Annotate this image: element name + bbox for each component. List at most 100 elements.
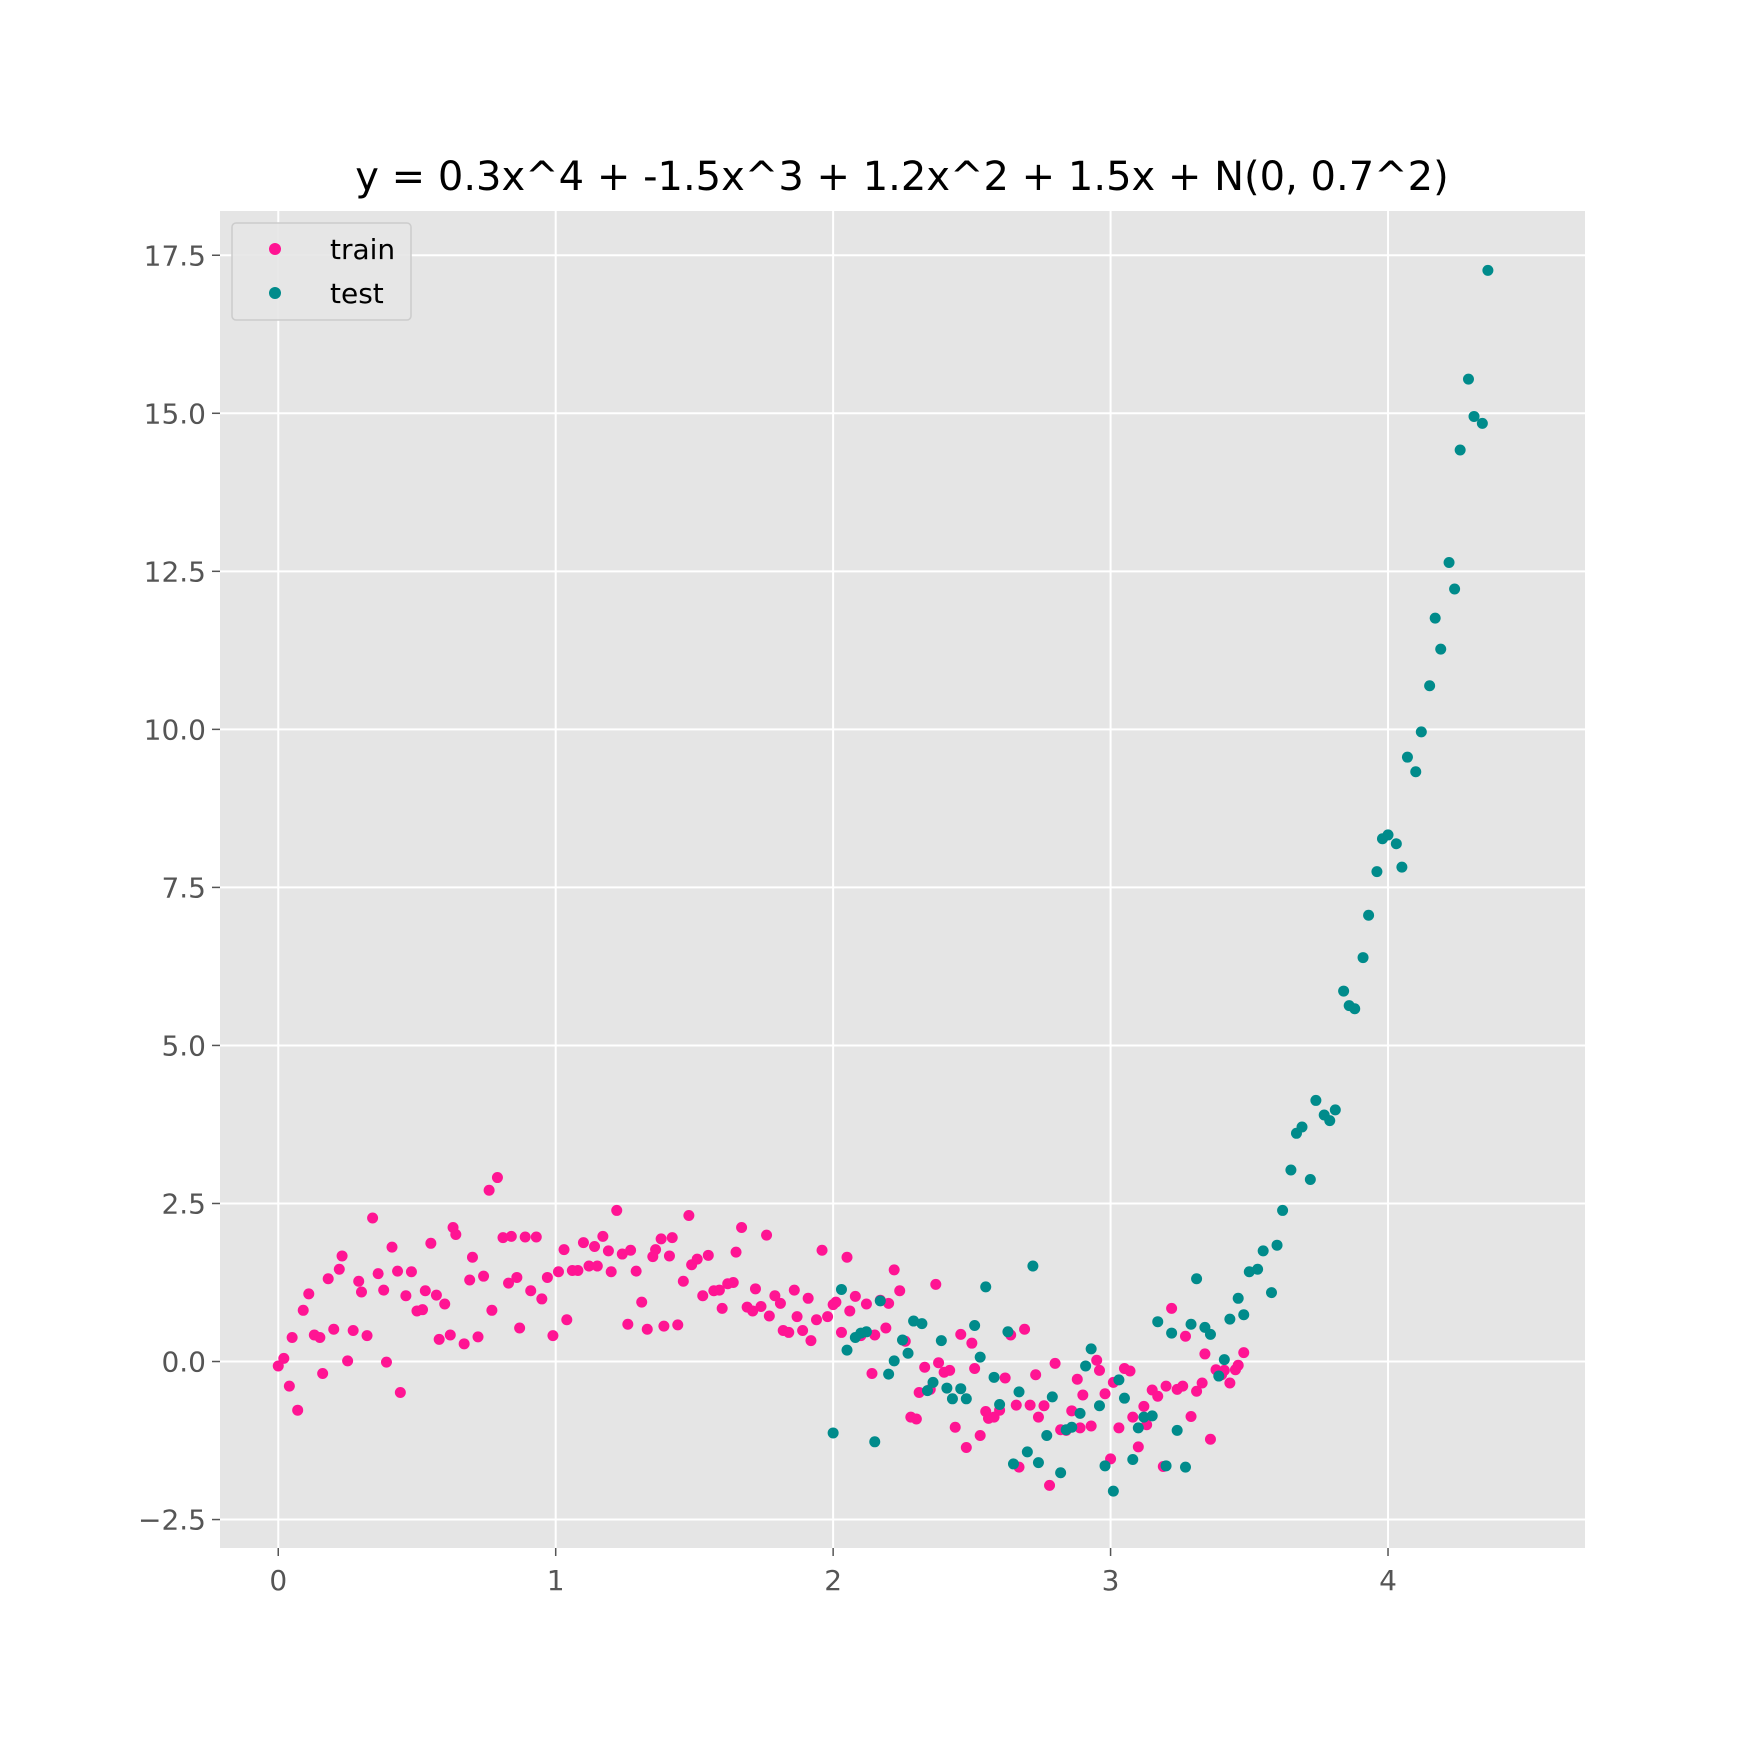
y-tick-label: 7.5 bbox=[161, 871, 206, 904]
legend-label-test: test bbox=[330, 277, 384, 310]
test-point bbox=[1041, 1429, 1053, 1441]
train-point bbox=[663, 1250, 675, 1262]
test-point bbox=[1107, 1485, 1119, 1497]
x-tick-label: 1 bbox=[547, 1564, 565, 1597]
train-point bbox=[558, 1244, 570, 1256]
train-point bbox=[1113, 1422, 1125, 1434]
train-point bbox=[530, 1231, 542, 1243]
y-tick-label: 12.5 bbox=[144, 555, 206, 588]
train-point bbox=[347, 1325, 359, 1337]
train-point bbox=[1204, 1433, 1216, 1445]
test-point bbox=[1013, 1386, 1025, 1398]
test-point bbox=[927, 1376, 939, 1388]
train-point bbox=[730, 1246, 742, 1258]
train-point bbox=[536, 1293, 548, 1305]
train-point bbox=[400, 1290, 412, 1302]
test-point bbox=[1099, 1460, 1111, 1472]
test-point bbox=[969, 1319, 981, 1331]
test-point bbox=[960, 1393, 972, 1405]
train-point bbox=[869, 1329, 881, 1341]
train-point bbox=[1066, 1405, 1078, 1417]
train-point bbox=[478, 1270, 490, 1282]
legend-marker-train bbox=[269, 243, 281, 255]
test-point bbox=[841, 1344, 853, 1356]
test-point bbox=[1032, 1457, 1044, 1469]
test-point bbox=[1113, 1374, 1125, 1386]
train-point bbox=[1044, 1479, 1056, 1491]
train-point bbox=[844, 1305, 856, 1317]
test-point bbox=[908, 1315, 920, 1327]
test-point bbox=[1371, 866, 1383, 878]
train-point bbox=[386, 1241, 398, 1253]
train-point bbox=[1085, 1420, 1097, 1432]
train-point bbox=[425, 1237, 437, 1249]
train-point bbox=[616, 1248, 628, 1260]
test-point bbox=[835, 1283, 847, 1295]
train-point bbox=[1238, 1347, 1250, 1359]
train-point bbox=[969, 1362, 981, 1374]
test-point bbox=[1265, 1287, 1277, 1299]
train-point bbox=[713, 1284, 725, 1296]
test-point bbox=[1218, 1354, 1230, 1366]
train-point bbox=[749, 1283, 761, 1295]
train-point bbox=[372, 1268, 384, 1280]
train-point bbox=[297, 1304, 309, 1316]
test-point bbox=[1285, 1164, 1297, 1176]
train-point bbox=[727, 1276, 739, 1288]
legend-label-train: train bbox=[330, 233, 395, 266]
train-point bbox=[672, 1319, 684, 1331]
train-point bbox=[1138, 1400, 1150, 1412]
train-point bbox=[439, 1298, 451, 1310]
train-point bbox=[444, 1329, 456, 1341]
train-point bbox=[597, 1230, 609, 1242]
train-point bbox=[955, 1328, 967, 1340]
test-point bbox=[941, 1382, 953, 1394]
train-point bbox=[417, 1304, 429, 1316]
train-point bbox=[1077, 1389, 1089, 1401]
train-point bbox=[1127, 1411, 1139, 1423]
test-point bbox=[1021, 1446, 1033, 1458]
train-point bbox=[761, 1229, 773, 1241]
train-point bbox=[816, 1244, 828, 1256]
x-tick-label: 4 bbox=[1379, 1564, 1397, 1597]
test-point bbox=[1449, 583, 1461, 595]
train-point bbox=[591, 1260, 603, 1272]
test-point bbox=[980, 1281, 992, 1293]
train-point bbox=[913, 1386, 925, 1398]
test-point bbox=[1396, 861, 1408, 873]
test-point bbox=[860, 1326, 872, 1338]
train-point bbox=[1032, 1411, 1044, 1423]
train-point bbox=[525, 1285, 537, 1297]
train-point bbox=[763, 1310, 775, 1322]
train-point bbox=[797, 1325, 809, 1337]
test-point bbox=[1462, 373, 1474, 385]
train-point bbox=[511, 1271, 523, 1283]
test-point bbox=[1429, 612, 1441, 624]
train-point bbox=[486, 1304, 498, 1316]
test-point bbox=[1271, 1239, 1283, 1251]
test-point bbox=[1007, 1458, 1019, 1470]
y-tick-label: 15.0 bbox=[144, 397, 206, 430]
train-point bbox=[519, 1231, 531, 1243]
test-point bbox=[1443, 556, 1455, 568]
test-point bbox=[869, 1436, 881, 1448]
train-point bbox=[960, 1441, 972, 1453]
test-point bbox=[1171, 1424, 1183, 1436]
test-point bbox=[1454, 444, 1466, 456]
train-point bbox=[458, 1338, 470, 1350]
test-point bbox=[1146, 1410, 1158, 1422]
axes: 0 1 2 3 4 −2.5 0.0 2.5 5.0 7.5 10.0 12.5 15.0 17.5 bbox=[138, 239, 1397, 1597]
train-point bbox=[303, 1288, 315, 1300]
train-point bbox=[483, 1184, 495, 1196]
test-point bbox=[955, 1383, 967, 1395]
test-point bbox=[1152, 1316, 1164, 1328]
train-point bbox=[361, 1330, 373, 1342]
test-point bbox=[1468, 410, 1480, 422]
test-point bbox=[897, 1334, 908, 1346]
train-point bbox=[394, 1386, 406, 1398]
train-point bbox=[1038, 1400, 1050, 1412]
train-point bbox=[328, 1323, 340, 1335]
test-point bbox=[935, 1335, 947, 1347]
train-point bbox=[1179, 1330, 1191, 1342]
test-point bbox=[1410, 766, 1422, 778]
